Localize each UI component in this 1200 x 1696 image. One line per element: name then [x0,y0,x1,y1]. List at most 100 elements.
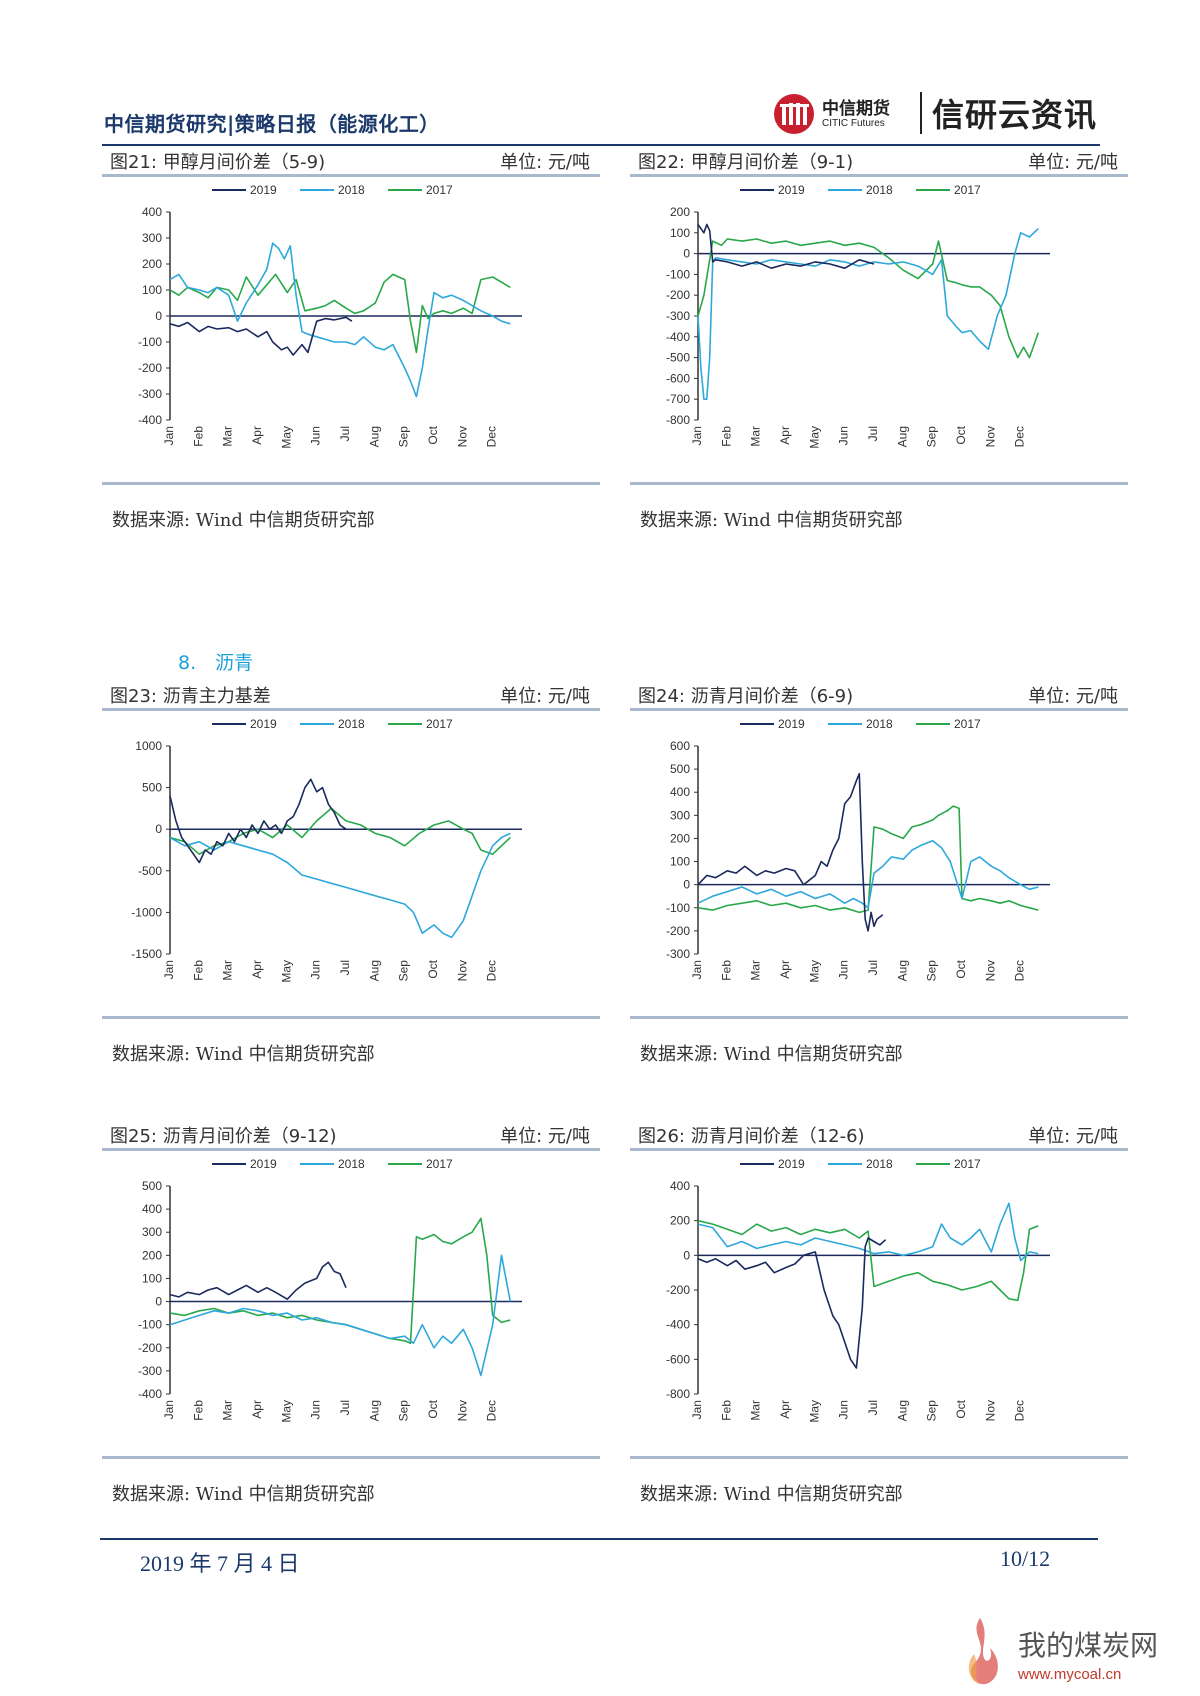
figure-source: 数据来源: Wind 中信期货研究部 [640,1484,903,1505]
figure-source-rule [630,1016,1128,1019]
x-tick-label: Mar [221,1400,235,1421]
x-tick-label: Jul [866,1400,880,1415]
citic-logo: 中信期货 CITIC Futures 信研云资讯 [772,88,1112,142]
series-line-2017 [697,805,1039,914]
figure-title: 图23: 沥青主力基差 [110,686,271,707]
figure-title-rule [102,174,600,177]
series-line-2019 [697,223,875,269]
x-tick-label: May [279,960,293,983]
y-tick-label: 0 [683,1248,690,1262]
legend-label-2019: 2019 [778,717,805,731]
x-tick-label: Apr [778,426,792,445]
y-tick-label: -400 [666,1318,690,1332]
legend-label-2017: 2017 [954,717,981,731]
x-tick-label: Nov [983,426,997,447]
x-tick-label: Jan [162,426,176,445]
legend-label-2017: 2017 [426,1157,453,1171]
x-tick-label: Aug [367,1400,381,1421]
y-tick-label: -400 [138,413,162,427]
figure-title: 图21: 甲醇月间价差（5-9) [110,152,326,173]
y-tick-label: 300 [142,1225,162,1239]
legend-label-2018: 2018 [866,183,893,197]
figure-source: 数据来源: Wind 中信期货研究部 [640,510,903,531]
series-line-2018 [697,1202,1039,1262]
legend-label-2018: 2018 [338,183,365,197]
x-tick-label: Jul [338,426,352,441]
y-tick-label: 400 [670,1179,690,1193]
citic-logo-icon [774,94,814,134]
y-tick-label: 200 [670,205,690,219]
figure-source: 数据来源: Wind 中信期货研究部 [112,1044,375,1065]
x-tick-label: Nov [983,960,997,981]
x-tick-label: Nov [455,426,469,447]
x-tick-label: Mar [749,1400,763,1421]
figure-unit: 单位: 元/吨 [500,152,590,173]
x-tick-label: Jun [837,1400,851,1419]
y-tick-label: 300 [670,808,690,822]
legend-label-2017: 2017 [426,183,453,197]
y-tick-label: 400 [142,1202,162,1216]
legend-label-2017: 2017 [954,1157,981,1171]
y-tick-label: -300 [666,309,690,323]
legend-label-2019: 2019 [250,183,277,197]
x-tick-label: Apr [250,426,264,445]
x-tick-label: Feb [719,426,733,447]
figure-source: 数据来源: Wind 中信期货研究部 [640,1044,903,1065]
logo-divider [920,92,922,134]
y-tick-label: 500 [670,762,690,776]
y-tick-label: 200 [670,1214,690,1228]
x-tick-label: Sep [397,960,411,982]
y-tick-label: 100 [670,226,690,240]
figure-title-rule [630,174,1128,177]
x-tick-label: Apr [778,960,792,979]
y-tick-label: 0 [155,822,162,836]
series-line-2017 [697,238,1040,359]
figure-unit: 单位: 元/吨 [1028,686,1118,707]
x-tick-label: Nov [983,1400,997,1421]
y-tick-label: -300 [666,947,690,961]
y-tick-label: 600 [670,739,690,753]
series-line-2018 [697,840,1039,909]
figure-source-rule [102,1456,600,1459]
x-tick-label: Sep [925,426,939,448]
x-tick-label: Jul [866,960,880,975]
y-tick-label: 200 [142,257,162,271]
y-tick-label: -200 [138,361,162,375]
x-tick-label: Jan [162,1400,176,1419]
y-tick-label: -200 [666,288,690,302]
figure-unit: 单位: 元/吨 [1028,152,1118,173]
series-line-2017 [697,1219,1039,1302]
y-tick-label: 200 [142,1248,162,1262]
series-line-2019 [697,772,884,932]
x-tick-label: Jan [162,960,176,979]
x-tick-label: Apr [778,1400,792,1419]
x-tick-label: Nov [455,1400,469,1421]
x-tick-label: Aug [895,426,909,447]
x-tick-label: Mar [749,960,763,981]
x-tick-label: Feb [191,960,205,981]
x-tick-label: Apr [250,960,264,979]
figure-title: 图25: 沥青月间价差（9-12) [110,1126,337,1147]
y-tick-label: -800 [666,1387,690,1401]
section-title: 8. 沥青 [178,652,254,674]
x-tick-label: Jun [837,426,851,445]
y-tick-label: -300 [138,1364,162,1378]
figure-title-rule [630,1148,1128,1151]
x-tick-label: May [807,1400,821,1423]
y-tick-label: 0 [683,247,690,261]
x-tick-label: Oct [954,425,968,444]
legend-label-2018: 2018 [338,1157,365,1171]
series-line-2018 [169,242,511,398]
series-line-2018 [697,228,1039,400]
figure-source: 数据来源: Wind 中信期货研究部 [112,1484,375,1505]
x-tick-label: Dec [1013,960,1027,981]
page-number: 10/12 [1000,1546,1051,1571]
figure-title: 图26: 沥青月间价差（12-6) [638,1126,865,1147]
legend-label-2018: 2018 [338,717,365,731]
x-tick-label: Feb [719,960,733,981]
y-tick-label: 0 [155,309,162,323]
x-tick-label: Jan [690,426,704,445]
x-tick-label: Jan [690,960,704,979]
y-tick-label: 0 [683,878,690,892]
